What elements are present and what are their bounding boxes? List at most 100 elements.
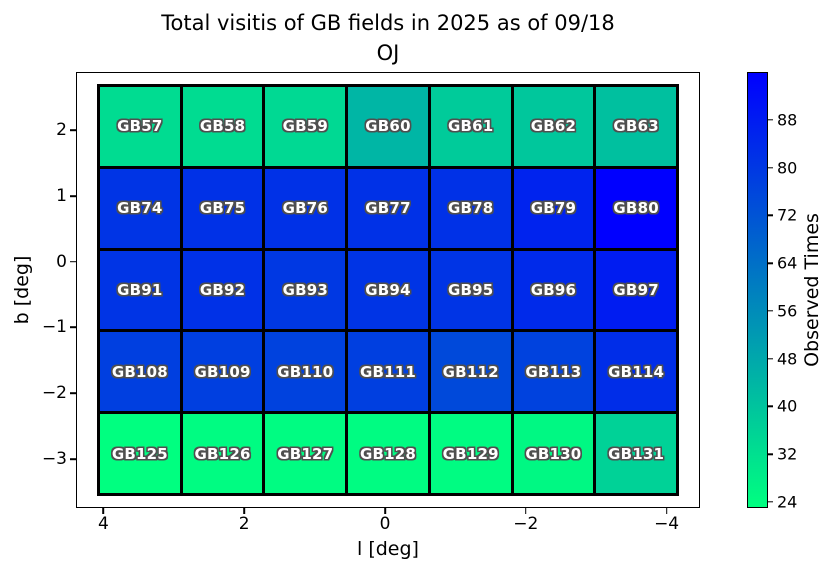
- x-axis-label: l [deg]: [357, 538, 419, 560]
- heatmap-cell: GB114: [596, 332, 676, 412]
- y-tick-mark: [70, 392, 76, 395]
- colorbar-tick-mark: [768, 453, 773, 455]
- heatmap-cell: GB127: [265, 414, 346, 493]
- field-label: GB76: [282, 199, 328, 218]
- colorbar-tick-label: 32: [777, 444, 798, 464]
- chart-title-line2: OJ: [376, 41, 400, 66]
- plot-area: GB57 GB58 GB59 GB60 GB61 GB62 GB63 GB74 GB75 GB76…: [76, 72, 700, 508]
- field-label: GB129: [442, 444, 499, 463]
- y-tick-label: −1: [41, 317, 67, 338]
- heatmap-cell: GB110: [265, 332, 346, 412]
- heatmap-cell: GB125: [100, 414, 180, 493]
- colorbar-tick-label: 64: [777, 253, 798, 273]
- field-label: GB95: [447, 280, 494, 299]
- field-label: GB128: [359, 444, 417, 463]
- field-label: GB61: [447, 117, 494, 136]
- field-label: GB80: [613, 199, 659, 218]
- heatmap-cell: GB93: [265, 250, 346, 330]
- heatmap-cell: GB63: [596, 87, 676, 166]
- field-label: GB127: [277, 444, 334, 463]
- field-label: GB96: [530, 280, 577, 299]
- heatmap-grid: GB57 GB58 GB59 GB60 GB61 GB62 GB63 GB74 GB75 GB76…: [97, 84, 679, 496]
- heatmap-cell: GB61: [430, 87, 511, 166]
- y-axis-label: b [deg]: [11, 255, 33, 325]
- y-tick-mark: [70, 195, 76, 197]
- heatmap-cell: GB76: [265, 168, 346, 248]
- x-tick-label: 0: [379, 514, 391, 534]
- heatmap-cell: GB94: [348, 250, 428, 330]
- colorbar: [747, 72, 768, 508]
- colorbar-tick-label: 56: [777, 301, 798, 321]
- heatmap-cell: GB97: [596, 250, 676, 330]
- x-tick-label: 2: [238, 514, 250, 534]
- field-label: GB92: [199, 280, 246, 299]
- colorbar-tick-mark: [768, 310, 773, 312]
- heatmap-cell: GB109: [182, 332, 263, 412]
- field-label: GB126: [194, 444, 251, 463]
- y-tick-mark: [70, 129, 76, 131]
- field-label: GB93: [282, 280, 328, 299]
- field-label: GB91: [117, 280, 163, 299]
- heatmap-cell: GB59: [265, 87, 346, 166]
- field-label: GB58: [199, 117, 246, 136]
- heatmap-cell: GB129: [430, 414, 511, 493]
- heatmap-cell: GB91: [100, 250, 180, 330]
- heatmap-cell: GB77: [348, 168, 428, 248]
- y-tick-label: 2: [56, 120, 67, 141]
- field-label: GB57: [117, 117, 163, 136]
- field-label: GB79: [530, 199, 577, 218]
- heatmap-cell: GB112: [430, 332, 511, 412]
- field-label: GB130: [525, 444, 582, 463]
- y-tick-label: −3: [41, 448, 67, 469]
- colorbar-tick-mark: [768, 166, 773, 169]
- field-label: GB62: [530, 117, 577, 136]
- colorbar-tick-mark: [768, 262, 773, 264]
- field-label: GB113: [525, 362, 582, 381]
- colorbar-tick-mark: [768, 119, 773, 121]
- colorbar-tick-label: 48: [777, 349, 798, 369]
- field-label: GB97: [613, 280, 659, 299]
- x-tick-label: −4: [654, 514, 680, 534]
- chart-title-line1: Total visitis of GB fields in 2025 as of…: [161, 11, 615, 35]
- chart-title: Total visitis of GB fields in 2025 as of…: [38, 8, 738, 69]
- x-tick-mark: [384, 508, 386, 514]
- heatmap-cell: GB92: [182, 250, 263, 330]
- heatmap-cell: GB108: [100, 332, 180, 412]
- field-label: GB108: [111, 362, 168, 381]
- heatmap-cell: GB96: [513, 250, 594, 330]
- field-label: GB125: [111, 444, 168, 463]
- heatmap-cell: GB131: [596, 414, 676, 493]
- heatmap-cell: GB62: [513, 87, 594, 166]
- colorbar-tick-label: 40: [777, 396, 798, 416]
- field-label: GB59: [282, 117, 328, 136]
- y-tick-label: 1: [56, 185, 67, 206]
- field-label: GB78: [447, 199, 494, 218]
- field-label: GB63: [613, 117, 659, 136]
- x-tick-mark: [243, 508, 245, 514]
- heatmap-cell: GB111: [348, 332, 428, 412]
- heatmap-cell: GB75: [182, 168, 263, 248]
- heatmap-cell: GB78: [430, 168, 511, 248]
- field-label: GB94: [365, 280, 411, 299]
- heatmap-cell: GB126: [182, 414, 263, 493]
- field-label: GB74: [117, 199, 163, 218]
- colorbar-tick-label: 24: [777, 492, 798, 512]
- field-label: GB131: [608, 444, 665, 463]
- heatmap-cell: GB128: [348, 414, 428, 493]
- colorbar-gradient: [748, 73, 767, 507]
- x-tick-mark: [102, 508, 105, 514]
- y-tick-mark: [70, 458, 76, 460]
- colorbar-tick-label: 80: [777, 158, 798, 178]
- colorbar-tick-mark: [768, 214, 773, 217]
- x-tick-mark: [665, 508, 668, 514]
- field-label: GB112: [442, 362, 499, 381]
- y-tick-mark: [70, 326, 76, 329]
- field-label: GB110: [277, 362, 334, 381]
- heatmap-cell: GB130: [513, 414, 594, 493]
- heatmap-cell: GB60: [348, 87, 428, 166]
- y-tick-label: −2: [41, 383, 67, 404]
- heatmap-cell: GB57: [100, 87, 180, 166]
- x-tick-label: 4: [97, 514, 109, 534]
- colorbar-tick-mark: [768, 405, 773, 408]
- colorbar-tick-mark: [768, 357, 773, 360]
